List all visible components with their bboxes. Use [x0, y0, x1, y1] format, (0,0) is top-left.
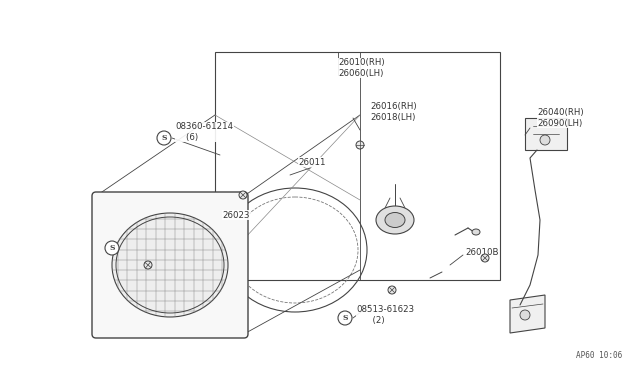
- Text: 26016(RH)
26018(LH): 26016(RH) 26018(LH): [370, 102, 417, 122]
- Circle shape: [338, 311, 352, 325]
- Ellipse shape: [385, 212, 405, 228]
- Circle shape: [481, 254, 489, 262]
- Text: 08360-61214
    (6): 08360-61214 (6): [175, 122, 233, 142]
- Text: 26040(RH)
26090(LH): 26040(RH) 26090(LH): [537, 108, 584, 128]
- Ellipse shape: [376, 206, 414, 234]
- Text: 26011: 26011: [298, 157, 326, 167]
- Circle shape: [105, 241, 119, 255]
- Circle shape: [540, 135, 550, 145]
- Text: 26010(RH)
26060(LH): 26010(RH) 26060(LH): [338, 58, 385, 78]
- Circle shape: [356, 141, 364, 149]
- Text: 08360-61226
    (4): 08360-61226 (4): [122, 232, 180, 252]
- Text: 26023: 26023: [222, 211, 250, 219]
- FancyBboxPatch shape: [92, 192, 248, 338]
- Text: S: S: [161, 134, 167, 142]
- Circle shape: [239, 191, 247, 199]
- Text: AP60 10:06: AP60 10:06: [576, 351, 622, 360]
- Circle shape: [520, 310, 530, 320]
- Circle shape: [144, 261, 152, 269]
- Ellipse shape: [112, 213, 228, 317]
- Text: 08513-61623
      (2): 08513-61623 (2): [356, 305, 414, 325]
- Ellipse shape: [472, 229, 480, 235]
- Text: S: S: [109, 244, 115, 252]
- Polygon shape: [525, 118, 567, 150]
- Text: S: S: [342, 314, 348, 322]
- Circle shape: [388, 286, 396, 294]
- Polygon shape: [510, 295, 545, 333]
- Circle shape: [157, 131, 171, 145]
- Text: 26010B: 26010B: [465, 247, 499, 257]
